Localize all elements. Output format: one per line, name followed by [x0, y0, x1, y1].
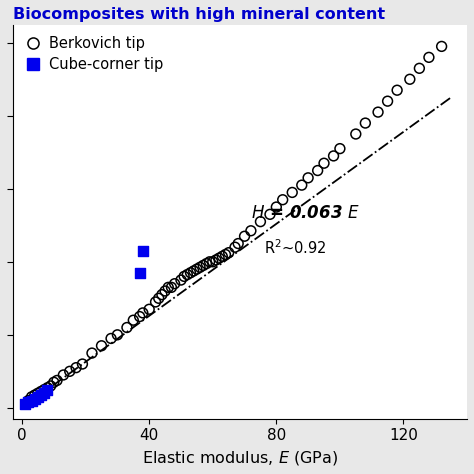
- Point: [183, 271, 191, 278]
- Point: [88, 349, 96, 357]
- Text: Biocomposites with high mineral content: Biocomposites with high mineral content: [12, 7, 384, 22]
- Point: [47, 382, 55, 390]
- Point: [44, 384, 51, 392]
- Point: [222, 251, 229, 258]
- Point: [187, 269, 194, 276]
- Point: [37, 388, 45, 395]
- Point: [256, 218, 264, 226]
- Point: [330, 152, 337, 160]
- Point: [168, 283, 175, 291]
- Point: [362, 119, 369, 127]
- Point: [28, 397, 36, 404]
- Point: [202, 260, 210, 267]
- Point: [336, 145, 344, 153]
- Point: [146, 305, 153, 313]
- Point: [37, 391, 45, 399]
- Point: [209, 258, 217, 265]
- Point: [241, 232, 248, 240]
- Point: [25, 397, 32, 404]
- Point: [34, 393, 42, 401]
- Point: [384, 97, 392, 105]
- Point: [114, 331, 121, 338]
- Point: [298, 182, 306, 189]
- Text: $\mathbf{\mathit{H}}$ = 0.063 $\mathbf{\mathit{E}}$: $\mathbf{\mathit{H}}$ = 0.063 $\mathbf{\…: [251, 204, 360, 222]
- Point: [200, 262, 207, 269]
- Point: [158, 291, 166, 299]
- Point: [34, 390, 42, 397]
- Point: [247, 227, 255, 235]
- Text: R$^{2}$~0.92: R$^{2}$~0.92: [264, 239, 326, 257]
- Point: [155, 294, 163, 302]
- Point: [266, 210, 274, 218]
- Point: [393, 86, 401, 94]
- Point: [40, 386, 48, 393]
- Point: [98, 342, 105, 349]
- Point: [171, 280, 178, 288]
- Point: [50, 378, 58, 386]
- Point: [139, 247, 146, 255]
- Point: [136, 313, 144, 320]
- Point: [129, 317, 137, 324]
- Point: [25, 399, 32, 406]
- Point: [289, 189, 296, 196]
- Point: [304, 174, 312, 182]
- Point: [53, 377, 61, 384]
- Point: [314, 167, 321, 174]
- Point: [72, 364, 80, 372]
- Point: [44, 386, 51, 393]
- Point: [190, 267, 198, 275]
- Point: [206, 258, 213, 265]
- Point: [374, 109, 382, 116]
- Point: [164, 283, 172, 291]
- Point: [225, 249, 232, 256]
- Point: [406, 75, 414, 83]
- Point: [212, 256, 220, 264]
- Point: [279, 196, 286, 203]
- Point: [416, 64, 423, 72]
- Point: [177, 276, 185, 284]
- Point: [161, 287, 169, 295]
- Point: [235, 240, 242, 247]
- Point: [438, 43, 446, 50]
- Point: [152, 298, 159, 306]
- Point: [123, 324, 131, 331]
- Point: [66, 367, 73, 375]
- Point: [352, 130, 360, 138]
- Point: [60, 371, 67, 379]
- Point: [181, 273, 188, 280]
- Point: [273, 203, 280, 211]
- Point: [136, 269, 144, 276]
- Point: [28, 393, 36, 401]
- Point: [219, 253, 226, 260]
- Point: [193, 265, 201, 273]
- Point: [231, 244, 239, 251]
- X-axis label: Elastic modulus, $E$ (GPa): Elastic modulus, $E$ (GPa): [142, 449, 338, 467]
- Legend: Berkovich tip, Cube-corner tip: Berkovich tip, Cube-corner tip: [20, 32, 168, 76]
- Point: [31, 391, 38, 399]
- Point: [40, 390, 48, 397]
- Point: [425, 54, 433, 61]
- Point: [79, 360, 86, 368]
- Point: [31, 395, 38, 402]
- Point: [215, 255, 223, 262]
- Point: [320, 159, 328, 167]
- Point: [196, 264, 204, 271]
- Point: [21, 401, 29, 408]
- Point: [139, 309, 146, 317]
- Point: [107, 335, 115, 342]
